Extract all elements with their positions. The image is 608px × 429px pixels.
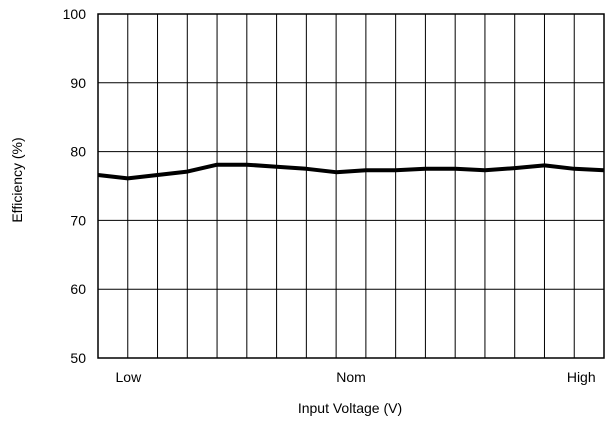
y-tick-label: 80 — [70, 144, 86, 160]
series-line-efficiency — [98, 165, 604, 179]
y-tick-label: 50 — [70, 350, 86, 366]
x-axis-ticks: Low Nom High — [116, 369, 596, 385]
grid — [98, 14, 604, 358]
y-tick-label: 60 — [70, 281, 86, 297]
x-tick-label: High — [567, 369, 596, 385]
y-axis-ticks: 100 90 80 70 60 50 — [63, 6, 87, 366]
plot-area-border — [98, 14, 604, 358]
x-tick-label: Nom — [336, 369, 366, 385]
x-tick-label: Low — [116, 369, 143, 385]
series-layer — [98, 165, 604, 179]
y-tick-label: 70 — [70, 212, 86, 228]
y-tick-label: 100 — [63, 6, 87, 22]
y-axis-label: Efficiency (%) — [9, 137, 25, 222]
x-axis-label: Input Voltage (V) — [298, 400, 402, 416]
y-tick-label: 90 — [70, 75, 86, 91]
